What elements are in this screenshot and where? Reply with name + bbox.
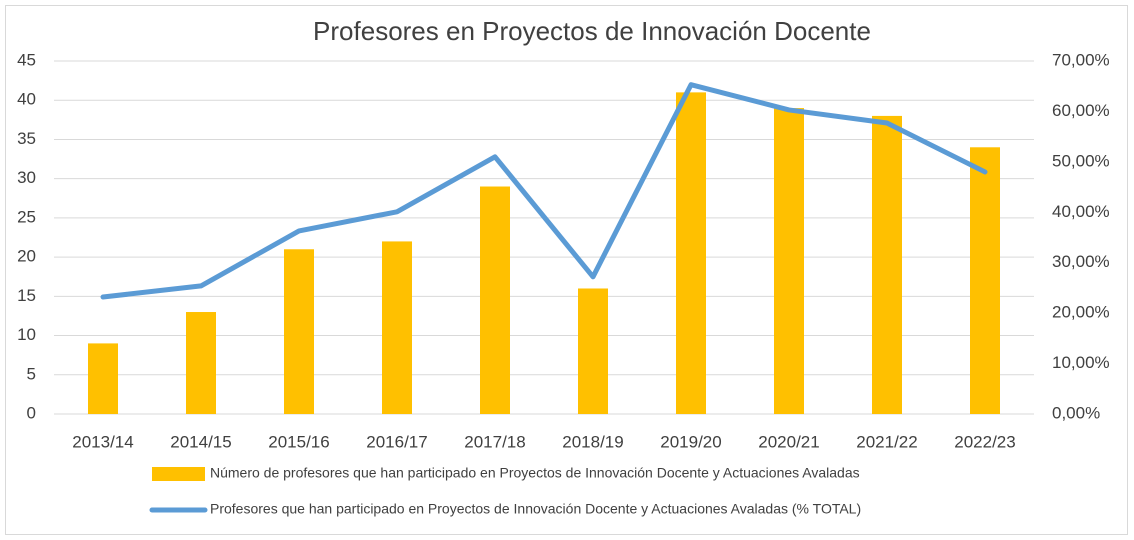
- y-tick-label: 30: [17, 168, 36, 187]
- y2-tick-label: 60,00%: [1052, 101, 1110, 120]
- y2-tick-label: 40,00%: [1052, 202, 1110, 221]
- y-tick-label: 15: [17, 286, 36, 305]
- y-tick-label: 0: [27, 403, 36, 422]
- bar: [186, 312, 216, 414]
- y2-tick-label: 70,00%: [1052, 50, 1110, 69]
- y-tick-label: 40: [17, 90, 36, 109]
- x-tick-label: 2021/22: [856, 432, 917, 451]
- y-tick-label: 5: [27, 364, 36, 383]
- y-tick-label: 25: [17, 207, 36, 226]
- bar: [676, 92, 706, 414]
- bar: [970, 147, 1000, 415]
- legend-label: Profesores que han participado en Proyec…: [210, 501, 861, 517]
- bar: [480, 186, 510, 414]
- legend-label: Número de profesores que han participado…: [210, 465, 860, 481]
- chart-title: Profesores en Proyectos de Innovación Do…: [313, 16, 871, 46]
- x-tick-label: 2017/18: [464, 432, 525, 451]
- x-tick-label: 2019/20: [660, 432, 721, 451]
- y-tick-label: 35: [17, 129, 36, 148]
- bar: [382, 241, 412, 414]
- x-tick-label: 2014/15: [170, 432, 231, 451]
- bar: [88, 343, 118, 414]
- y-tick-label: 20: [17, 247, 36, 266]
- bar: [284, 249, 314, 414]
- bar: [578, 288, 608, 414]
- x-tick-label: 2020/21: [758, 432, 819, 451]
- chart-frame: [5, 5, 1128, 535]
- x-tick-label: 2013/14: [72, 432, 133, 451]
- y2-tick-label: 20,00%: [1052, 303, 1110, 322]
- x-tick-label: 2018/19: [562, 432, 623, 451]
- x-tick-label: 2015/16: [268, 432, 329, 451]
- y-tick-label: 45: [17, 50, 36, 69]
- y2-tick-label: 10,00%: [1052, 353, 1110, 372]
- legend-swatch: [152, 467, 205, 481]
- y2-tick-label: 50,00%: [1052, 151, 1110, 170]
- y-tick-label: 10: [17, 325, 36, 344]
- y2-tick-label: 30,00%: [1052, 252, 1110, 271]
- y2-tick-label: 0,00%: [1052, 403, 1100, 422]
- x-tick-label: 2022/23: [954, 432, 1015, 451]
- bar: [774, 108, 804, 415]
- x-tick-label: 2016/17: [366, 432, 427, 451]
- line: [100, 82, 988, 300]
- bar: [872, 115, 902, 415]
